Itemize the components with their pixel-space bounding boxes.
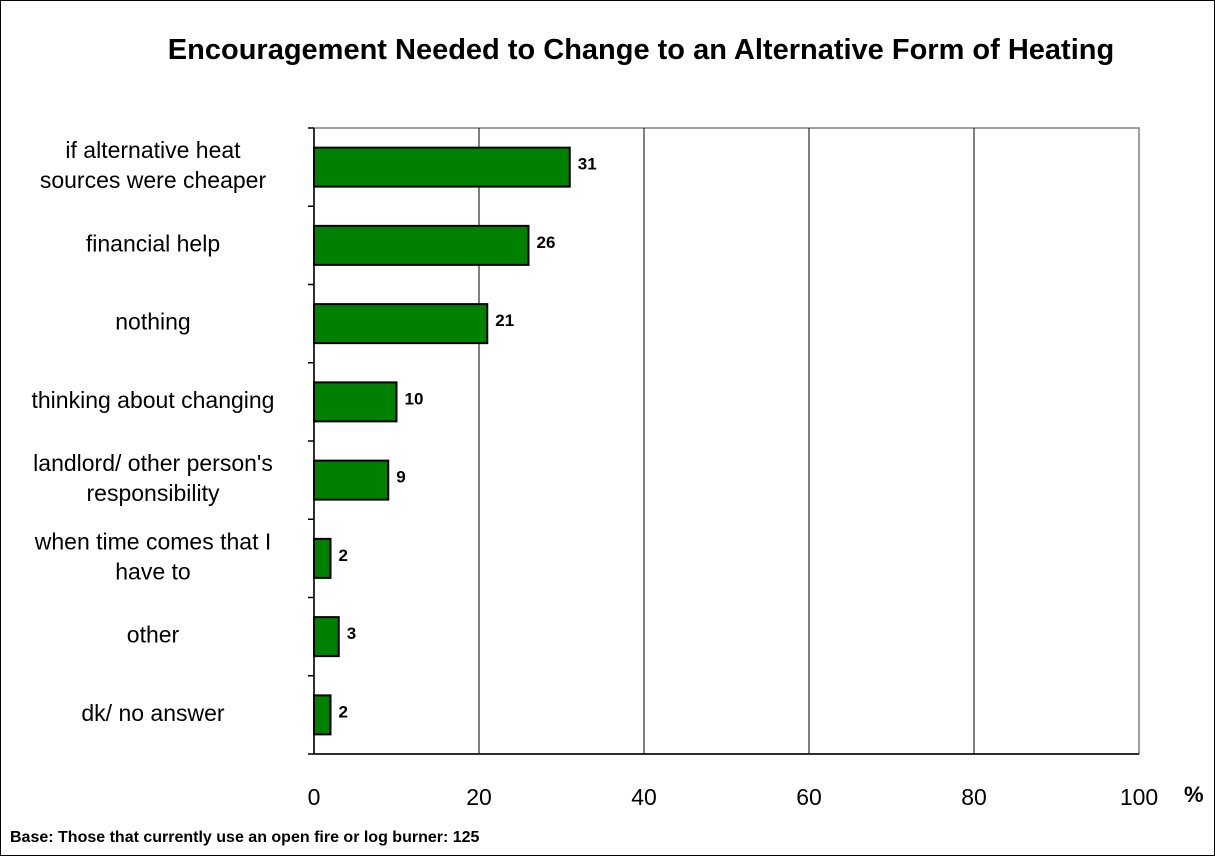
category-label: financial help — [86, 230, 220, 256]
bar-data-label: 2 — [339, 702, 348, 721]
x-tick-label: 0 — [308, 784, 321, 810]
category-label: if alternative heat sources were cheaper — [40, 137, 267, 193]
bar — [313, 616, 340, 658]
y-axis-ticks — [308, 127, 314, 755]
bar-data-label: 2 — [339, 546, 348, 565]
bar — [313, 459, 390, 501]
bar — [313, 694, 332, 736]
bar — [313, 224, 530, 266]
x-tick-label: 100 — [1120, 784, 1158, 810]
bar — [313, 303, 489, 345]
bar-data-label: 31 — [578, 155, 597, 174]
bar-data-label: 10 — [405, 389, 424, 408]
x-tick-label: 60 — [796, 784, 822, 810]
x-axis-unit-label: % — [1184, 782, 1204, 807]
x-tick-label: 40 — [631, 784, 657, 810]
plot-area — [313, 127, 1140, 755]
bar — [313, 381, 398, 423]
bar — [313, 146, 571, 188]
bars — [313, 146, 571, 736]
category-label: nothing — [115, 309, 190, 335]
bar-data-label: 3 — [347, 624, 356, 643]
category-label: thinking about changing — [32, 387, 275, 413]
x-tick-label: 20 — [466, 784, 492, 810]
category-label: dk/ no answer — [81, 700, 225, 726]
bar-data-label: 9 — [396, 468, 405, 487]
base-footnote: Base: Those that currently use an open f… — [10, 829, 480, 846]
bar-data-label: 21 — [495, 311, 514, 330]
bar-data-label: 26 — [537, 233, 556, 252]
category-labels: if alternative heat sources were cheaper f… — [32, 137, 275, 726]
data-labels: 31 26 21 10 9 2 3 2 — [339, 155, 597, 722]
category-label: other — [127, 622, 180, 648]
x-tick-label: 80 — [961, 784, 987, 810]
x-axis-tick-labels: 0 20 40 60 80 100 — [308, 784, 1159, 810]
chart-title: Encouragement Needed to Change to an Alt… — [167, 34, 1115, 66]
category-label: landlord/ other person's responsibility — [33, 450, 273, 506]
bar — [313, 537, 332, 579]
